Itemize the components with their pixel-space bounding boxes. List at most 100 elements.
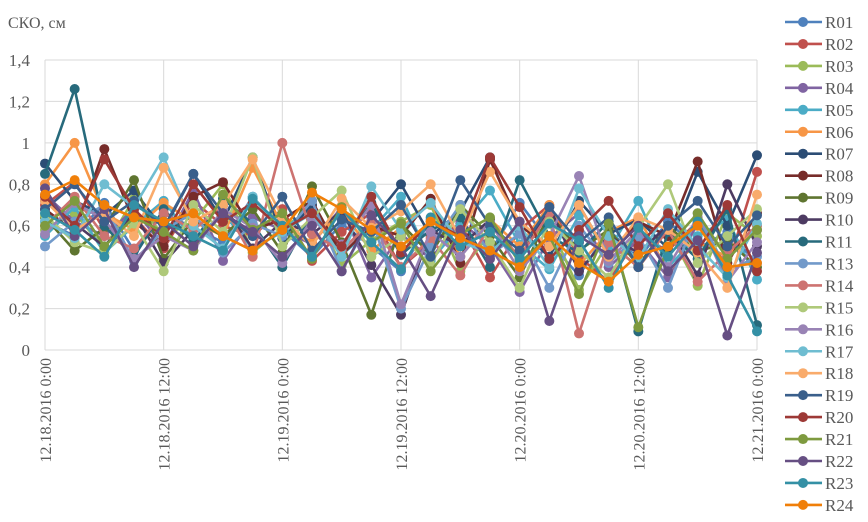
x-tick-label: 12.18.2016 0:00 — [38, 358, 55, 462]
legend-item-R22: R22 — [785, 452, 853, 471]
data-point — [752, 237, 762, 248]
legend-item-R02: R02 — [785, 35, 853, 54]
y-tick-label: 0,4 — [9, 258, 31, 277]
data-point — [336, 251, 347, 262]
data-point — [722, 179, 733, 190]
data-point — [752, 258, 762, 268]
data-point — [574, 235, 584, 246]
data-point — [218, 231, 228, 242]
data-point — [188, 241, 199, 252]
data-point — [277, 137, 288, 148]
legend-marker — [798, 192, 808, 203]
legend-label: R11 — [825, 233, 853, 252]
data-point — [544, 231, 555, 242]
data-point — [692, 235, 703, 246]
data-point — [307, 187, 317, 198]
data-point — [752, 326, 762, 337]
legend-label: R04 — [825, 79, 854, 98]
legend-marker — [798, 104, 808, 115]
legend-label: R13 — [825, 254, 853, 273]
data-point — [40, 241, 50, 252]
data-point — [40, 229, 50, 239]
data-point — [633, 241, 644, 252]
data-point — [722, 282, 733, 293]
data-point — [188, 191, 199, 202]
legend-marker — [798, 477, 808, 488]
data-point — [277, 191, 288, 202]
legend-label: R05 — [825, 101, 853, 120]
data-point — [366, 224, 377, 235]
data-point — [366, 309, 377, 320]
data-point — [188, 231, 199, 242]
legend-marker — [798, 126, 808, 137]
legend: R01 R02 R03 R04 R05 R06 R07 R08 R09 R10 R11 R13 R14 R… — [785, 13, 854, 515]
data-point — [129, 243, 139, 254]
data-point — [425, 291, 436, 302]
legend-label: R15 — [825, 298, 853, 317]
legend-item-R01: R01 — [785, 13, 853, 32]
data-point — [99, 241, 110, 252]
data-point — [218, 216, 228, 227]
data-point — [603, 195, 614, 206]
y-tick-labels: 0 0,2 0,4 0,6 0,8 1 1,2 1,4 — [9, 51, 31, 360]
data-point — [99, 144, 110, 155]
data-point — [158, 216, 169, 227]
data-point — [99, 200, 110, 210]
data-point — [544, 218, 555, 229]
data-point — [188, 208, 199, 219]
legend-label: R14 — [825, 276, 854, 295]
data-point — [307, 195, 317, 206]
data-point — [663, 241, 673, 252]
data-point — [485, 262, 495, 273]
data-point — [277, 224, 288, 235]
data-point — [633, 249, 644, 260]
data-point — [752, 166, 762, 177]
data-point — [366, 251, 377, 262]
data-point — [752, 247, 762, 258]
legend-marker — [798, 280, 808, 291]
data-point — [514, 253, 525, 264]
data-point — [544, 262, 555, 273]
y-axis-title: СКО, см — [8, 15, 66, 32]
data-point — [40, 220, 50, 231]
data-point — [455, 175, 466, 186]
data-point — [247, 154, 258, 165]
data-point — [218, 245, 228, 256]
legend-item-R17: R17 — [785, 342, 854, 361]
data-point — [129, 212, 139, 223]
data-point — [633, 262, 644, 273]
data-point — [366, 237, 377, 248]
data-point — [336, 241, 347, 252]
legend-marker — [798, 390, 808, 401]
data-point — [514, 245, 525, 256]
data-point — [129, 175, 139, 186]
legend-item-R03: R03 — [785, 57, 853, 76]
data-point — [574, 245, 584, 256]
legend-item-R07: R07 — [785, 145, 854, 164]
data-point — [485, 253, 495, 264]
data-point — [188, 200, 199, 210]
legend-label: R08 — [825, 167, 853, 186]
data-point — [663, 251, 673, 262]
data-point — [425, 266, 436, 277]
data-point — [336, 185, 347, 196]
legend-label: R22 — [825, 452, 853, 471]
legend-item-R11: R11 — [785, 233, 853, 252]
data-point — [485, 272, 495, 283]
x-tick-label: 12.19.2016 0:00 — [275, 358, 292, 462]
legend-item-R05: R05 — [785, 101, 853, 120]
data-point — [218, 208, 228, 219]
data-point — [752, 266, 762, 277]
data-point — [574, 183, 584, 194]
data-point — [99, 179, 110, 190]
data-point — [366, 181, 377, 192]
data-point — [129, 262, 139, 273]
data-point — [99, 231, 110, 242]
data-point — [307, 251, 317, 262]
y-tick-label: 0,2 — [9, 300, 30, 319]
legend-label: R16 — [825, 320, 853, 339]
data-point — [307, 220, 317, 231]
series-R23 — [40, 193, 762, 337]
data-point — [366, 191, 377, 202]
legend-item-R21: R21 — [785, 430, 853, 449]
